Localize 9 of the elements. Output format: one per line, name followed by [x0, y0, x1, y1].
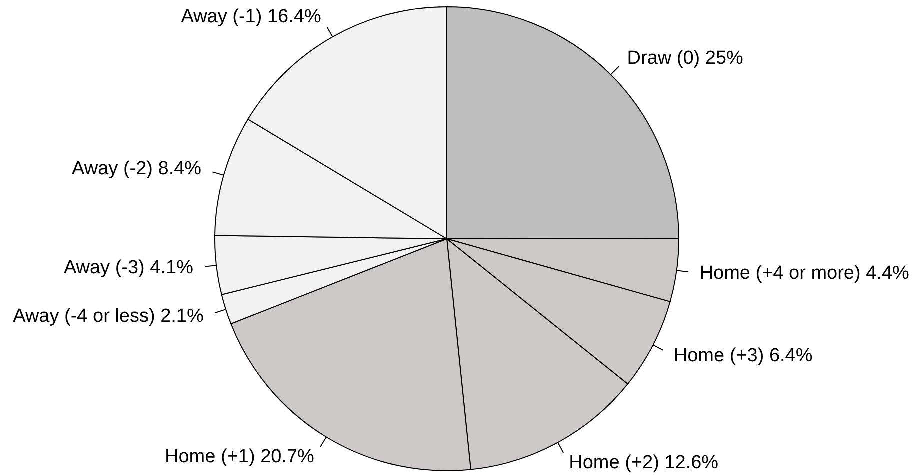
slice-label: Away (-2) 8.4%	[72, 158, 202, 180]
slice-label: Home (+4 or more) 4.4%	[700, 263, 910, 284]
slice-label: Away (-3) 4.1%	[64, 258, 194, 279]
slice-label: Home (+1) 20.7%	[165, 446, 315, 468]
slice-label: Away (-1) 16.4%	[181, 6, 322, 28]
slice-label: Away (-4 or less) 2.1%	[13, 306, 204, 328]
slice-label: Home (+2) 12.6%	[569, 452, 719, 474]
slice-label: Draw (0) 25%	[627, 48, 744, 69]
slice-label: Home (+3) 6.4%	[674, 345, 813, 366]
